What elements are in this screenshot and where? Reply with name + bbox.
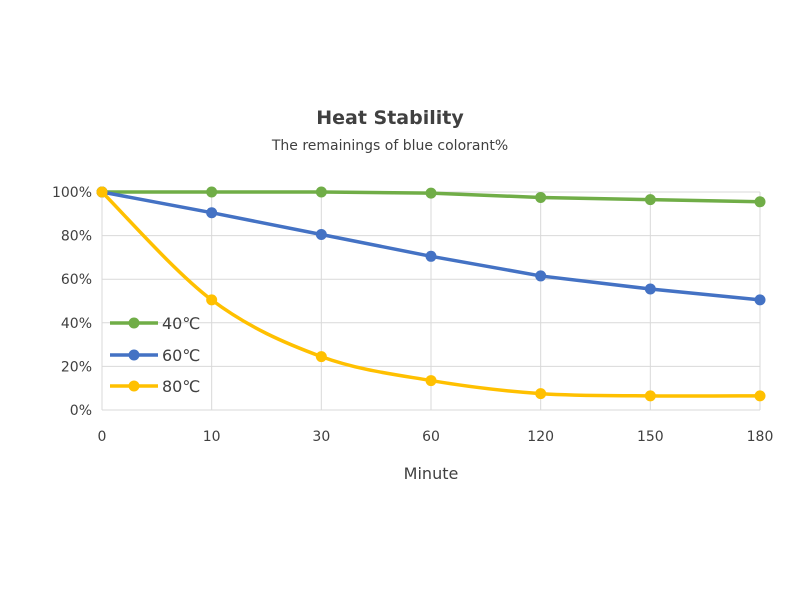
chart-subtitle: The remainings of blue colorant% — [271, 138, 508, 154]
legend-label: 80℃ — [162, 377, 200, 396]
data-point — [535, 270, 547, 282]
legend-swatch-marker — [128, 380, 140, 392]
data-point — [315, 351, 327, 363]
x-tick-label: 150 — [637, 429, 664, 445]
data-point — [425, 375, 437, 387]
legend: 40℃ 60℃ 80℃ — [110, 314, 200, 396]
series-1 — [96, 186, 766, 306]
data-point — [535, 388, 547, 400]
y-tick-label: 80% — [61, 229, 92, 245]
data-point — [754, 390, 766, 402]
series-0 — [96, 186, 766, 208]
y-tick-label: 20% — [61, 359, 92, 375]
y-axis-ticks: 0% 20% 40% 60% 80% 100% — [52, 185, 92, 419]
x-tick-label: 10 — [203, 429, 221, 445]
data-point — [206, 294, 218, 306]
data-point — [96, 186, 108, 198]
series-2 — [96, 186, 766, 402]
x-tick-label: 180 — [747, 429, 774, 445]
legend-label: 40℃ — [162, 314, 200, 333]
data-point — [425, 187, 437, 199]
y-tick-label: 100% — [52, 185, 92, 201]
chart-title: Heat Stability — [316, 107, 464, 129]
y-tick-label: 60% — [61, 272, 92, 288]
y-tick-label: 0% — [70, 403, 92, 419]
data-point — [754, 294, 766, 306]
data-point — [754, 196, 766, 208]
data-point — [644, 283, 656, 295]
x-tick-label: 120 — [527, 429, 554, 445]
data-point — [315, 186, 327, 198]
x-tick-label: 30 — [312, 429, 330, 445]
x-axis-title: Minute — [404, 464, 459, 483]
data-point — [206, 186, 218, 198]
x-tick-label: 60 — [422, 429, 440, 445]
data-point — [644, 194, 656, 206]
data-point — [206, 207, 218, 219]
legend-swatch-marker — [128, 317, 140, 329]
data-point — [644, 390, 656, 402]
x-tick-label: 0 — [98, 429, 107, 445]
y-tick-label: 40% — [61, 316, 92, 332]
data-point — [315, 229, 327, 241]
data-point — [535, 191, 547, 203]
legend-swatch-marker — [128, 349, 140, 361]
data-point — [425, 250, 437, 262]
x-axis-ticks: 0 10 30 60 120 150 180 — [98, 429, 774, 445]
series-lines — [96, 186, 766, 402]
legend-label: 60℃ — [162, 346, 200, 365]
